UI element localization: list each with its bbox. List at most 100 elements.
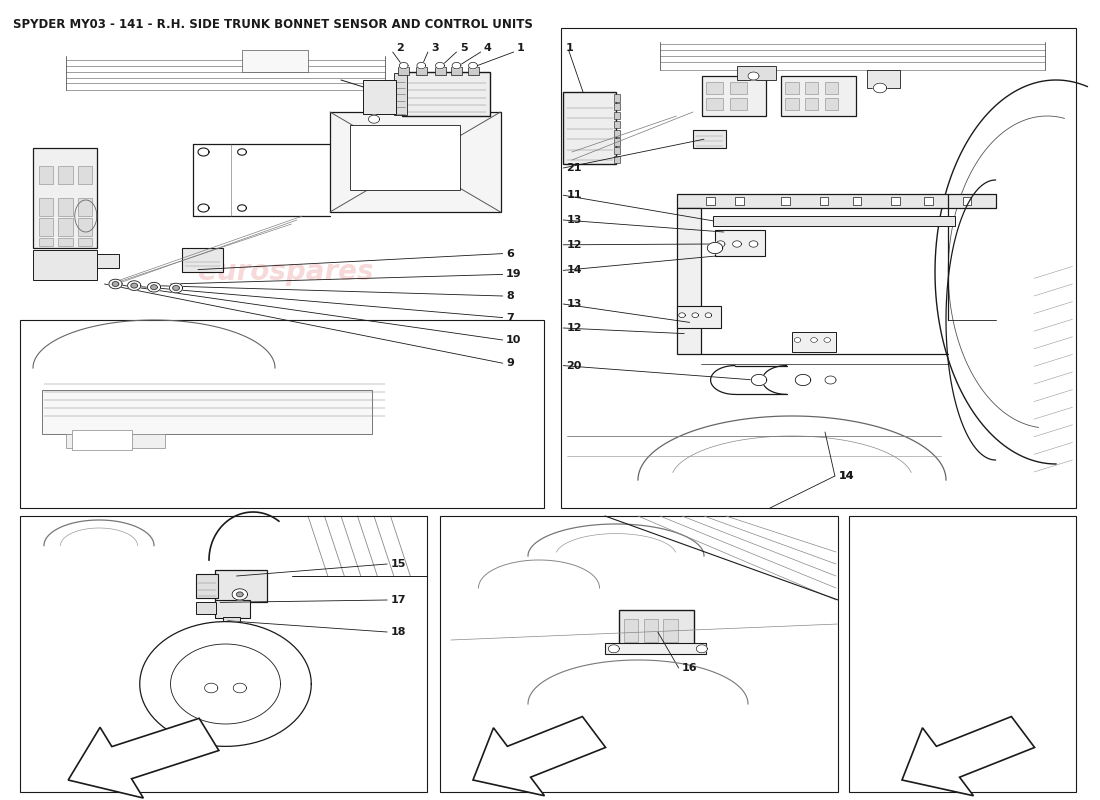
Polygon shape [795, 374, 811, 386]
Bar [614, 138, 620, 146]
Bar [33, 148, 97, 248]
Bar [663, 619, 678, 642]
Polygon shape [112, 282, 119, 286]
Bar [350, 125, 460, 190]
Text: 20: 20 [566, 361, 582, 370]
Bar [849, 516, 1076, 792]
Bar [924, 197, 933, 205]
Text: 8: 8 [506, 291, 514, 301]
Polygon shape [173, 286, 179, 290]
Bar [852, 197, 861, 205]
Text: 5: 5 [460, 43, 467, 53]
Polygon shape [236, 592, 243, 597]
Polygon shape [811, 338, 817, 342]
Bar [394, 73, 407, 115]
Bar [402, 72, 490, 116]
Polygon shape [873, 83, 887, 93]
Bar [706, 82, 723, 94]
Bar [792, 332, 836, 352]
Polygon shape [705, 313, 712, 318]
Bar [825, 82, 838, 94]
Bar [820, 197, 828, 205]
Bar [605, 643, 706, 654]
Bar [614, 130, 620, 137]
Text: 2: 2 [396, 43, 404, 53]
Bar [196, 574, 218, 598]
Text: 15: 15 [390, 559, 406, 569]
Bar [58, 218, 73, 236]
Text: 12: 12 [566, 240, 582, 250]
Bar [781, 197, 790, 205]
Bar [614, 121, 620, 128]
Text: eurospares: eurospares [726, 258, 902, 286]
Text: 14: 14 [838, 471, 854, 481]
Polygon shape [608, 645, 619, 653]
Text: eurospares: eurospares [581, 643, 695, 661]
Polygon shape [748, 72, 759, 80]
Bar [42, 390, 372, 434]
Polygon shape [109, 279, 122, 289]
Polygon shape [169, 283, 183, 293]
Bar [58, 238, 73, 246]
Bar [214, 570, 267, 602]
Bar [805, 82, 818, 94]
Bar [730, 82, 747, 94]
Polygon shape [205, 683, 218, 693]
Bar [706, 98, 723, 110]
Bar [676, 208, 701, 354]
Bar [78, 166, 92, 184]
Text: SPYDER MY03 - 141 - R.H. SIDE TRUNK BONNET SENSOR AND CONTROL UNITS: SPYDER MY03 - 141 - R.H. SIDE TRUNK BONN… [13, 18, 534, 30]
Bar [715, 230, 764, 256]
Polygon shape [696, 645, 707, 653]
Polygon shape [368, 115, 379, 123]
Bar [196, 602, 216, 614]
Polygon shape [733, 241, 741, 247]
Text: 17: 17 [390, 595, 406, 605]
Bar [785, 98, 799, 110]
Polygon shape [692, 313, 698, 318]
Bar [614, 103, 620, 110]
Bar [563, 92, 616, 164]
Bar [440, 516, 838, 792]
Polygon shape [716, 241, 725, 247]
Bar [416, 67, 427, 75]
Bar [451, 67, 462, 75]
Polygon shape [238, 205, 246, 211]
Polygon shape [707, 242, 723, 254]
Bar [78, 198, 92, 216]
Bar [614, 112, 620, 119]
Text: 10: 10 [506, 335, 521, 345]
Polygon shape [417, 62, 426, 69]
Text: 7: 7 [506, 313, 514, 322]
Text: 11: 11 [566, 190, 582, 200]
Bar [730, 98, 747, 110]
Bar [97, 254, 119, 268]
Bar [20, 320, 544, 508]
Bar [39, 198, 53, 216]
Text: 21: 21 [566, 163, 582, 173]
Bar [204, 674, 248, 698]
Bar [619, 610, 694, 644]
Text: 3: 3 [431, 43, 439, 53]
Bar [468, 67, 478, 75]
Bar [434, 67, 446, 75]
Bar [676, 306, 720, 328]
Bar [58, 166, 73, 184]
Polygon shape [68, 718, 219, 798]
Polygon shape [824, 338, 830, 342]
Polygon shape [679, 313, 685, 318]
Text: eurospares: eurospares [163, 643, 277, 661]
Bar [614, 94, 620, 102]
Text: 1: 1 [517, 43, 525, 53]
Text: eurospares: eurospares [198, 258, 374, 286]
Text: 13: 13 [566, 299, 582, 309]
Polygon shape [469, 62, 477, 69]
Bar [785, 82, 799, 94]
Bar [78, 218, 92, 236]
Text: 14: 14 [566, 266, 582, 275]
Bar [735, 197, 744, 205]
Polygon shape [131, 283, 138, 288]
Bar [614, 147, 620, 154]
Text: 4: 4 [484, 43, 492, 53]
Bar [805, 98, 818, 110]
